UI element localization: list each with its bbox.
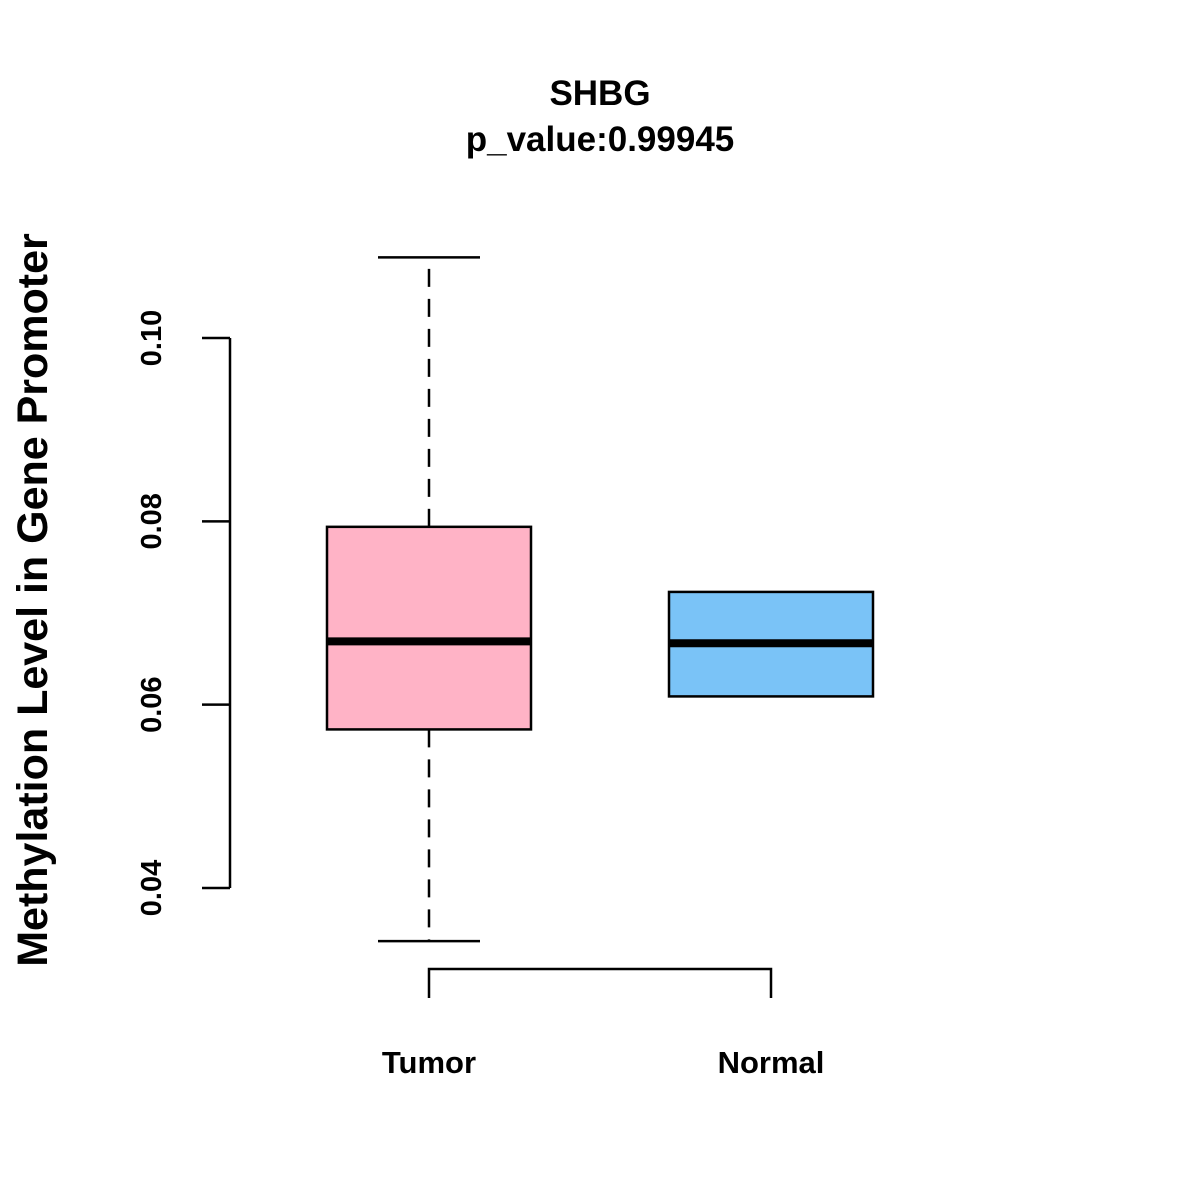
chart-subtitle: p_value:0.99945 <box>466 120 735 159</box>
x-axis: Tumor Normal <box>382 967 825 1080</box>
y-tick-label: 0.06 <box>136 676 168 732</box>
box-normal <box>667 590 875 698</box>
chart-title: SHBG <box>549 74 650 113</box>
y-tick-label: 0.10 <box>136 310 168 366</box>
y-axis: 0.04 0.06 0.08 0.10 <box>136 310 232 916</box>
y-tick-label: 0.04 <box>136 860 168 916</box>
box-rect <box>325 525 533 731</box>
y-tick-label: 0.08 <box>136 493 168 549</box>
x-axis-line <box>427 967 773 998</box>
boxes-layer <box>325 256 875 943</box>
box-tumor <box>325 256 533 943</box>
x-tick-label: Normal <box>718 1045 825 1080</box>
x-tick-label: Tumor <box>382 1045 476 1080</box>
y-axis-label: Methylation Level in Gene Promoter <box>9 233 57 967</box>
